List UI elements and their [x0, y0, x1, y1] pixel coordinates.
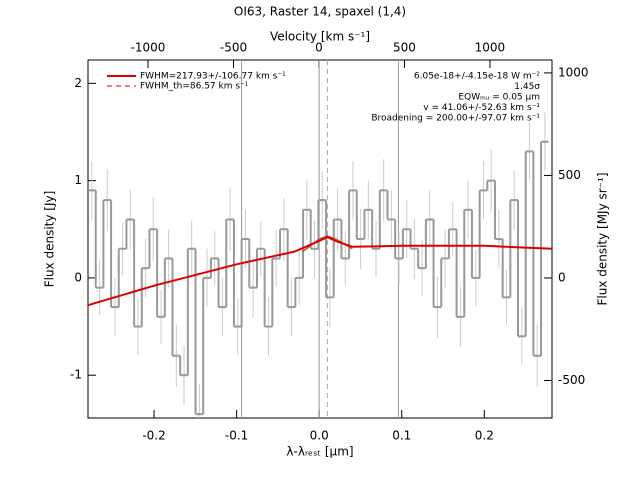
y-tick-label: -1	[70, 368, 82, 382]
x-tick-label: -0.1	[225, 429, 248, 443]
y-label: Flux density [Jy]	[43, 191, 57, 288]
y-tick-label: 0	[74, 270, 82, 284]
y2-tick-label: -500	[558, 373, 585, 387]
step-connector	[94, 141, 543, 415]
x2-label: Velocity [km s⁻¹]	[270, 30, 370, 44]
x2-tick-label: -500	[220, 41, 247, 55]
x2-tick-label: 500	[393, 41, 416, 55]
x-tick-label: 0.2	[475, 429, 494, 443]
x-tick-label: 0.1	[392, 429, 411, 443]
x2-tick-label: -1000	[131, 41, 166, 55]
x2-tick-label: 0	[315, 41, 323, 55]
annotation: EQWₘᵤ = 0.05 μm	[458, 93, 540, 103]
y2-tick-label: 0	[558, 270, 566, 284]
x-tick-label: 0.0	[310, 429, 329, 443]
y2-tick-label: 500	[558, 168, 581, 182]
plot-frame	[87, 59, 553, 419]
x-tick-label: -0.2	[142, 429, 165, 443]
annotation: v = 41.06+/-52.63 km s⁻¹	[423, 103, 540, 113]
y2-label: Flux density [MJy sr⁻¹]	[596, 172, 610, 305]
x-label: λ-λᵣₑₛₜ [μm]	[286, 445, 353, 459]
fit-curve	[87, 235, 553, 307]
x2-tick-label: 1000	[475, 41, 506, 55]
y-tick-label: 2	[74, 76, 82, 90]
legend-label: FWHM=217.93+/-106.77 km s⁻¹	[140, 72, 286, 82]
y2-tick-label: 1000	[558, 65, 589, 79]
chart-title: OI63, Raster 14, spaxel (1,4)	[234, 5, 406, 19]
y-tick-label: 1	[74, 173, 82, 187]
annotation: 6.05e-18+/-4.15e-18 W m⁻²	[414, 72, 541, 82]
legend-label: FWHM_th=86.57 km s⁻¹	[140, 82, 249, 92]
annotation: Broadening = 200.00+/-97.07 km s⁻¹	[371, 114, 540, 124]
annotation: 1.45σ	[514, 82, 540, 92]
